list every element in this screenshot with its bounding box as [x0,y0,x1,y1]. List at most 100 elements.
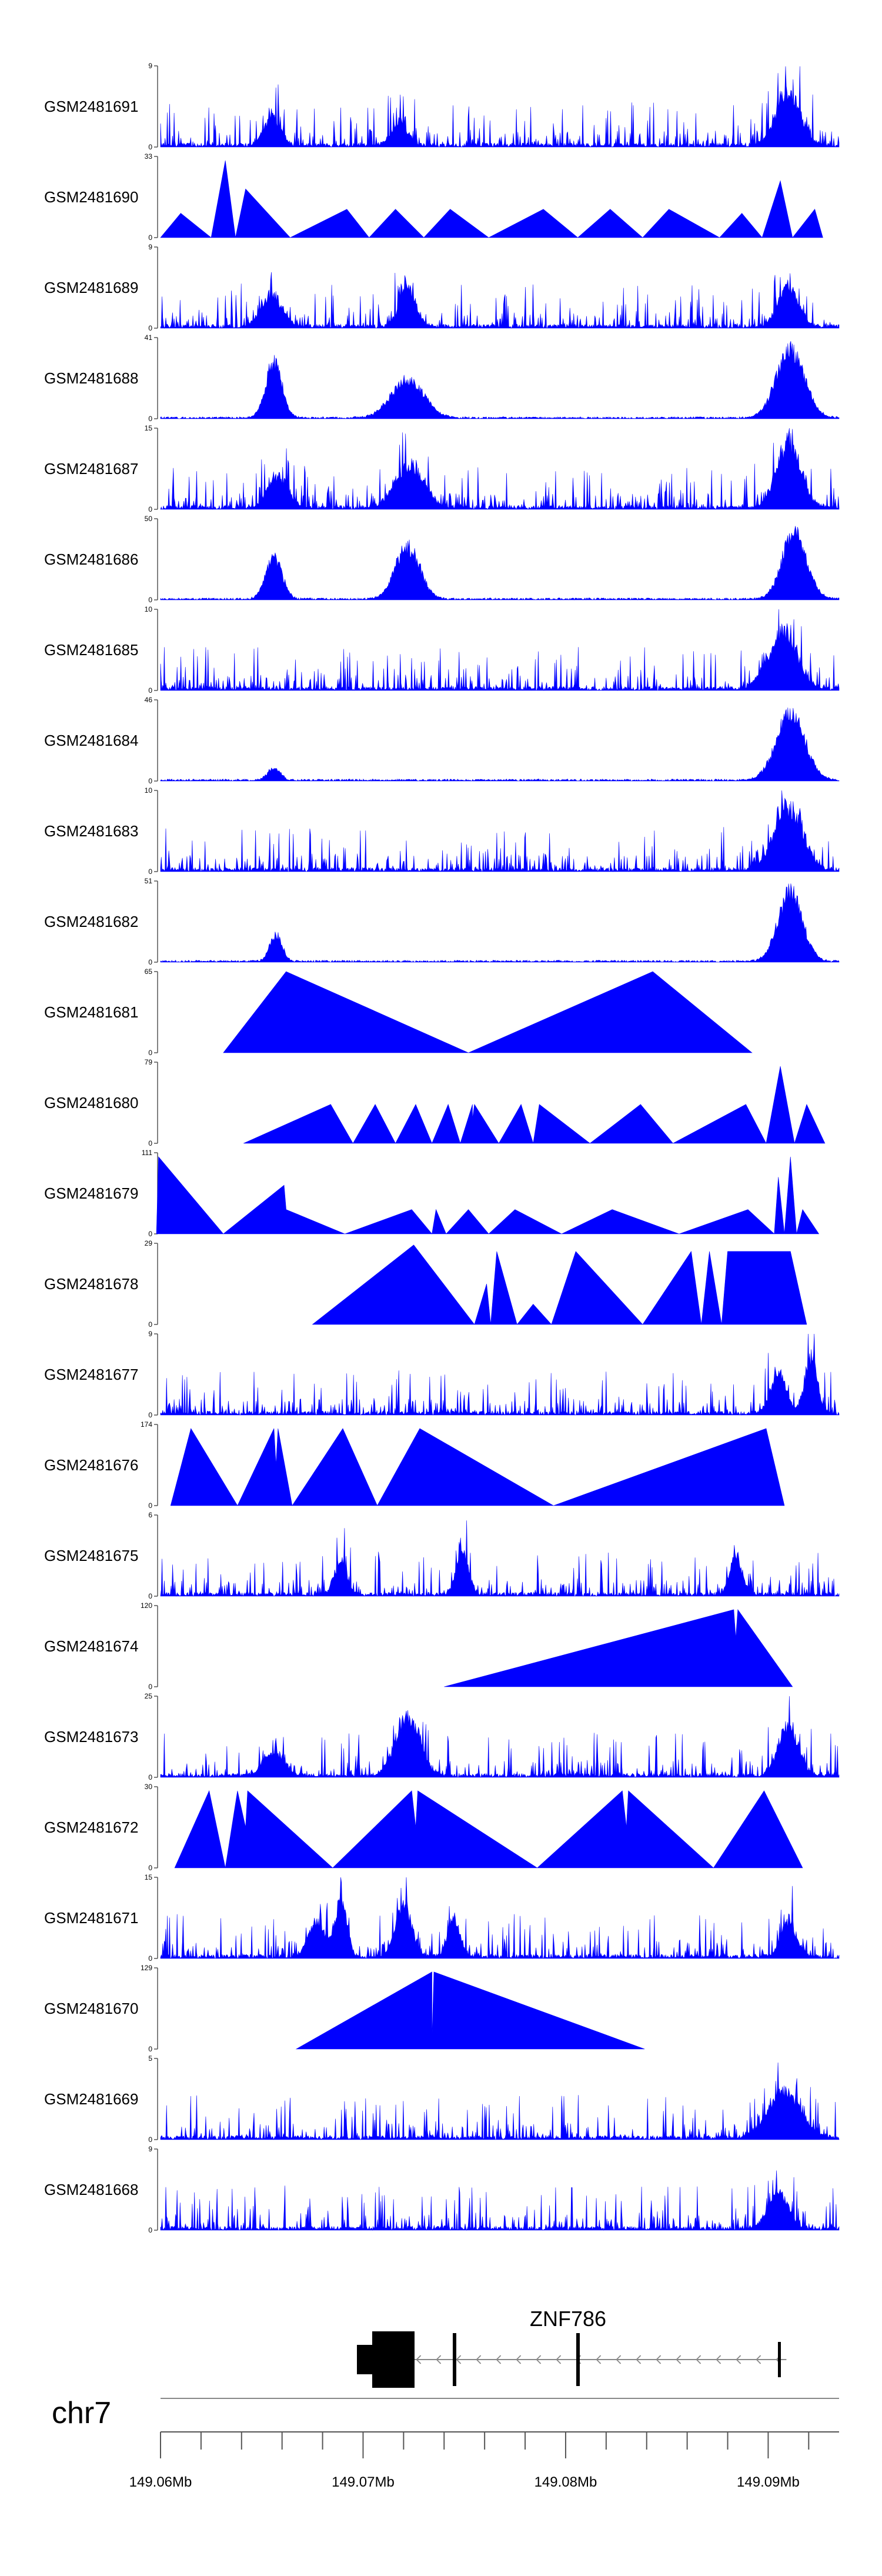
y-tick-label-max: 6 [148,1511,152,1519]
y-tick-label-min: 0 [148,596,152,604]
coverage-area [160,790,840,873]
coverage-area [243,1066,826,1144]
track-label: GSM2481668 [44,2181,138,2198]
y-tick-label-min: 0 [148,143,152,151]
y-tick-label-max: 33 [145,152,153,161]
y-tick-label-max: 15 [145,424,153,432]
y-tick-label-min: 0 [148,2226,152,2234]
track-label: GSM2481669 [44,2090,138,2108]
exon-bar [778,2342,781,2377]
y-tick-label-max: 111 [142,1149,153,1157]
axis-tick-label: 149.09Mb [737,2474,800,2490]
y-tick-label-max: 15 [145,1873,153,1881]
y-tick-label-max: 10 [145,786,153,795]
track-label: GSM2481688 [44,369,138,387]
strand-arrow [636,2355,642,2364]
coverage-area [160,526,840,600]
y-tick-label-max: 129 [141,1964,152,1972]
y-tick-label-min: 0 [148,2045,152,2053]
coverage-area [160,883,840,963]
coverage-area [223,971,753,1053]
y-tick-label-max: 79 [145,1058,153,1066]
coverage-area [160,2062,840,2140]
coverage-area [174,1790,803,1868]
coverage-area [160,2170,840,2231]
strand-arrow [416,2355,422,2364]
y-tick-label-max: 9 [148,62,152,70]
track-GSM2481683: GSM2481683 10 0 [44,786,840,876]
track-label: GSM2481674 [44,1637,138,1655]
coverage-area [312,1244,807,1325]
track-GSM2481686: GSM2481686 50 0 [44,515,840,604]
track-GSM2481680: GSM2481680 79 0 [44,1058,826,1147]
strand-arrow [496,2355,502,2364]
y-tick-label-max: 10 [145,605,153,613]
strand-arrow [536,2355,542,2364]
track-label: GSM2481686 [44,550,138,568]
track-GSM2481669: GSM2481669 5 0 [44,2054,840,2144]
coverage-area [160,1877,840,1960]
coverage-area [160,341,840,419]
exon-bar [576,2333,580,2386]
y-tick-label-min: 0 [148,1139,152,1147]
track-GSM2481691: GSM2481691 9 0 [44,62,840,151]
track-GSM2481668: GSM2481668 9 0 [44,2145,840,2234]
y-tick-label-min: 0 [148,686,152,695]
track-label: GSM2481683 [44,822,138,840]
y-tick-label-min: 0 [148,1501,152,1510]
y-tick-label-min: 0 [148,1049,152,1057]
y-tick-label-min: 0 [148,777,152,785]
y-tick-label-min: 0 [148,1773,152,1781]
track-GSM2481677: GSM2481677 9 0 [44,1330,840,1419]
track-GSM2481685: GSM2481685 10 0 [44,605,840,695]
track-label: GSM2481677 [44,1366,138,1383]
y-tick-label-min: 0 [148,867,152,876]
coverage-area [444,1609,793,1687]
strand-arrow [596,2355,602,2364]
track-GSM2481673: GSM2481673 25 0 [44,1692,840,1781]
track-GSM2481681: GSM2481681 65 0 [44,967,753,1057]
track-GSM2481675: GSM2481675 6 0 [44,1511,840,1600]
strand-arrow [736,2355,741,2364]
y-tick-label-max: 50 [145,515,153,523]
coverage-area [160,1696,840,1778]
track-label: GSM2481672 [44,1818,138,1836]
track-label: GSM2481681 [44,1003,138,1021]
track-label: GSM2481691 [44,98,138,115]
track-GSM2481676: GSM2481676 174 0 [44,1420,785,1510]
track-GSM2481688: GSM2481688 41 0 [44,333,840,423]
track-label: GSM2481680 [44,1094,138,1112]
y-tick-label-min: 0 [148,958,152,966]
coverage-area [160,160,823,238]
strand-arrow [556,2355,562,2364]
strand-arrow [616,2355,622,2364]
y-tick-label-max: 30 [145,1783,153,1791]
chromosome-axis: chr7 149.06Mb 149.07Mb 149.08Mb 149.09Mb [52,2396,839,2490]
coding-exon-block [372,2331,415,2388]
y-tick-label-min: 0 [148,1230,152,1238]
track-GSM2481670: GSM2481670 129 0 [44,1964,645,2053]
track-label: GSM2481690 [44,188,138,206]
coverage-area [156,1156,820,1234]
track-GSM2481687: GSM2481687 15 0 [44,424,840,513]
track-label: GSM2481675 [44,1547,138,1564]
strand-arrow [436,2355,442,2364]
y-tick-label-min: 0 [148,415,152,423]
coverage-area [160,708,840,782]
coverage-area [160,609,840,692]
y-tick-label-max: 65 [145,967,153,976]
coverage-area [160,428,840,510]
y-tick-label-max: 9 [148,243,152,251]
coverage-area [160,1520,840,1597]
track-GSM2481674: GSM2481674 120 0 [44,1601,793,1691]
exon-bar [453,2333,456,2386]
gene-label: ZNF786 [530,2307,606,2331]
strand-arrow [656,2355,662,2364]
track-GSM2481672: GSM2481672 30 0 [44,1783,803,1872]
y-tick-label-max: 5 [148,2054,152,2063]
y-tick-label-max: 9 [148,1330,152,1338]
y-tick-label-min: 0 [148,2135,152,2144]
y-tick-label-min: 0 [148,233,152,242]
strand-arrow [716,2355,721,2364]
